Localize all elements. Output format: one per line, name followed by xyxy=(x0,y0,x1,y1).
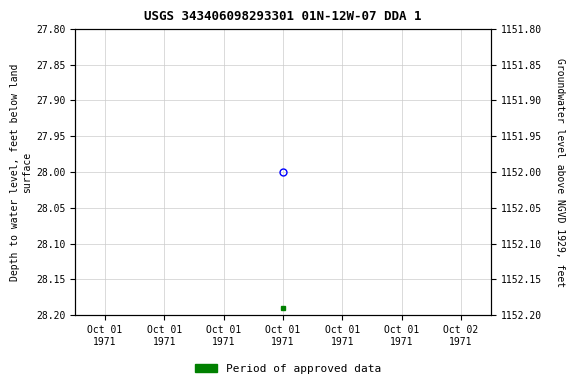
Title: USGS 343406098293301 01N-12W-07 DDA 1: USGS 343406098293301 01N-12W-07 DDA 1 xyxy=(145,10,422,23)
Y-axis label: Depth to water level, feet below land
surface: Depth to water level, feet below land su… xyxy=(10,63,32,281)
Y-axis label: Groundwater level above NGVD 1929, feet: Groundwater level above NGVD 1929, feet xyxy=(555,58,566,286)
Legend: Period of approved data: Period of approved data xyxy=(191,359,385,379)
